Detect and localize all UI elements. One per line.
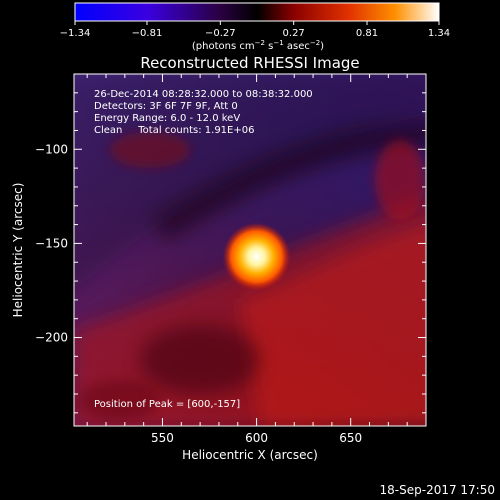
peak-source <box>222 222 291 291</box>
annotation-line-2: Detectors: 3F 6F 7F 9F, Att 0 <box>94 101 238 112</box>
annotation-line-4: Clean Total counts: 1.91E+06 <box>94 125 254 136</box>
peak-position-label: Position of Peak = [600,-157] <box>94 399 240 410</box>
x-tick-label: 550 <box>151 431 174 445</box>
colorbar <box>75 3 439 21</box>
y-axis-label: Heliocentric Y (arcsec) <box>11 183 25 318</box>
axis-ticks: 550 600 650 −100 −150 −200 <box>35 73 427 445</box>
annotation-line-3: Energy Range: 6.0 - 12.0 keV <box>94 113 240 124</box>
colorbar-units: (photons cm−2 s−1 asec−2) <box>192 39 324 52</box>
heatmap-image <box>74 74 426 426</box>
plot-frame <box>73 73 427 427</box>
chart-title: Reconstructed RHESSI Image <box>140 54 359 72</box>
colorbar-tick-label: 1.34 <box>428 28 450 39</box>
colorbar-tick-label: −0.81 <box>132 28 163 39</box>
colorbar-tick-label: 0.27 <box>283 28 305 39</box>
x-axis-label: Heliocentric X (arcsec) <box>182 448 318 462</box>
y-tick-label: −150 <box>35 236 68 250</box>
colorbar-ticks: −1.34 −0.81 −0.27 0.27 0.81 1.34 <box>60 21 450 39</box>
colorbar-tick-label: −0.27 <box>205 28 236 39</box>
observation-info: 26-Dec-2014 08:28:32.000 to 08:38:32.000… <box>94 89 313 136</box>
colorbar-tick-label: 0.81 <box>356 28 378 39</box>
x-tick-label: 600 <box>245 431 268 445</box>
annotation-line-1: 26-Dec-2014 08:28:32.000 to 08:38:32.000 <box>94 89 313 100</box>
y-tick-label: −100 <box>35 142 68 156</box>
colorbar-tick-label: −1.34 <box>60 28 91 39</box>
timestamp: 18-Sep-2017 17:50 <box>380 483 495 497</box>
x-tick-label: 650 <box>339 431 362 445</box>
y-tick-label: −200 <box>35 331 68 345</box>
